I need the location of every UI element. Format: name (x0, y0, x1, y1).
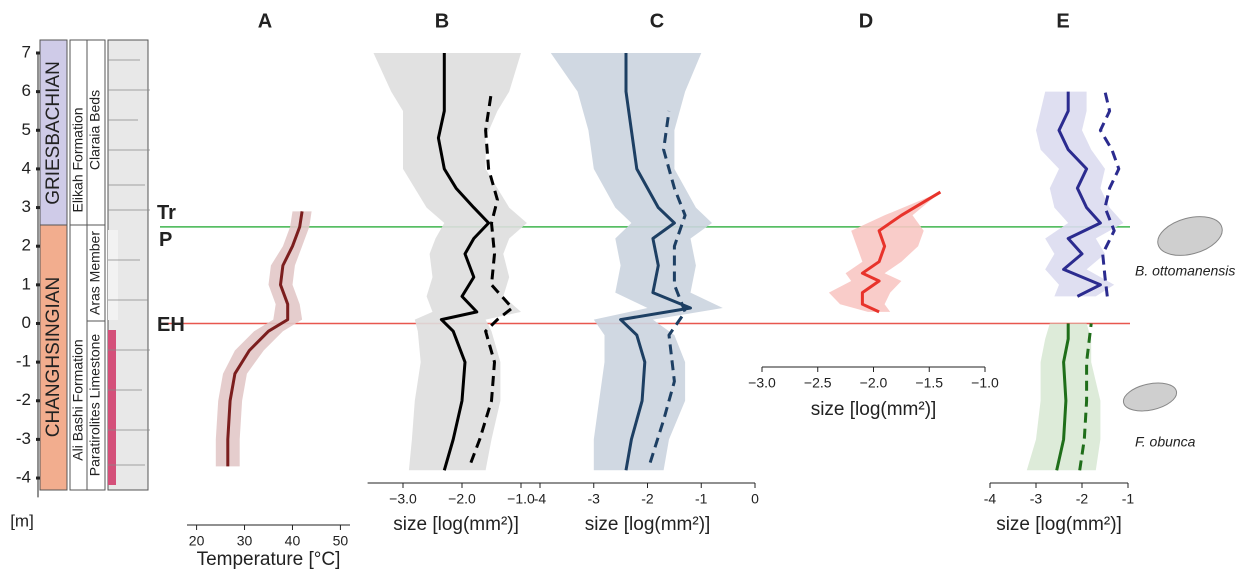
formation-label: Elikah Formation (70, 107, 86, 212)
x-tick-label: -1 (695, 491, 708, 507)
y-axis-label: [m] (10, 511, 34, 530)
stage-label: GRIESBACHIAN (43, 61, 64, 205)
boundary-label: Tr (157, 202, 176, 224)
x-tick-label: -4 (984, 491, 997, 507)
x-axis-label: size [log(mm²)] (996, 514, 1122, 535)
y-tick-label: 4 (22, 158, 31, 177)
trend-line-dashed (469, 91, 514, 464)
y-tick-label: 6 (22, 81, 31, 100)
x-tick-label: 40 (285, 533, 301, 549)
x-tick-label: −2.5 (804, 375, 832, 391)
x-axis-label: size [log(mm²)] (393, 514, 519, 535)
x-axis-label: size [log(mm²)] (811, 399, 937, 420)
y-tick-label: 5 (22, 120, 31, 139)
lithology-bed (108, 330, 116, 485)
y-tick-label: -2 (16, 390, 31, 409)
x-axis-label: Temperature [°C] (197, 549, 341, 570)
panel-title: B (435, 10, 449, 32)
formation-label: Ali Bashi Formation (70, 339, 86, 460)
trend-line-dashed (648, 110, 687, 464)
trend-line (436, 53, 491, 471)
y-tick-label: -4 (16, 468, 31, 487)
trend-line (1057, 91, 1102, 298)
x-tick-label: -3 (588, 491, 601, 507)
species-label: F. obunca (1135, 433, 1196, 449)
x-tick-label: −3.0 (389, 491, 417, 507)
stage-box (39, 224, 68, 491)
x-tick-label: -3 (1030, 491, 1043, 507)
y-tick-label: 1 (22, 274, 31, 293)
unit-label: Paratirolites Limestone (87, 334, 103, 477)
x-tick-label: 20 (189, 533, 205, 549)
panel-title: D (859, 10, 873, 32)
x-tick-label: −3.0 (748, 375, 776, 391)
x-tick-label: −2.0 (448, 491, 476, 507)
x-tick-label: -2 (641, 491, 654, 507)
unit-label: Aras Member (87, 231, 103, 315)
confidence-band (373, 53, 527, 471)
species-label: B. ottomanensis (1135, 263, 1235, 279)
y-tick-label: 7 (22, 42, 31, 61)
x-tick-label: 50 (333, 533, 349, 549)
boundary-label: P (159, 229, 172, 251)
confidence-band (828, 192, 941, 312)
y-tick-label: 3 (22, 197, 31, 216)
x-tick-label: -2 (1076, 491, 1089, 507)
lithology-lines (108, 59, 150, 466)
trend-line (860, 190, 942, 314)
stage-label: CHANGHSINGIAN (43, 277, 64, 437)
x-tick-label: -4 (534, 491, 547, 507)
y-tick-label: 0 (22, 313, 31, 332)
panel-title: C (650, 10, 664, 32)
unit-label: Claraia Beds (87, 90, 103, 170)
trend-line (226, 211, 304, 467)
x-tick-label: -1 (1122, 491, 1135, 507)
y-tick-label: -1 (16, 352, 31, 371)
x-tick-label: −1.5 (915, 375, 943, 391)
x-tick-label: −1.0 (507, 491, 535, 507)
x-tick-label: 30 (237, 533, 253, 549)
y-tick-label: 2 (22, 236, 31, 255)
x-tick-label: −1.0 (971, 375, 999, 391)
trend-line-dashed (1098, 91, 1121, 297)
lithology-bed (108, 230, 118, 320)
x-tick-label: 0 (751, 491, 759, 507)
fossil-illustration (1122, 382, 1178, 412)
trend-line (619, 53, 692, 471)
y-tick-label: -3 (16, 429, 31, 448)
confidence-band (1026, 323, 1101, 471)
panel-title: A (258, 10, 272, 32)
fossil-illustration (1157, 216, 1223, 256)
stage-box (39, 39, 68, 226)
x-axis-label: size [log(mm²)] (585, 514, 711, 535)
boundary-label: EH (157, 314, 185, 336)
unit-box (86, 39, 106, 491)
panel-title: E (1056, 10, 1069, 32)
trend-line-dashed (1078, 323, 1093, 471)
trend-line (1055, 323, 1070, 471)
confidence-band (215, 211, 312, 467)
confidence-band (550, 53, 723, 471)
x-tick-label: −2.0 (860, 375, 888, 391)
